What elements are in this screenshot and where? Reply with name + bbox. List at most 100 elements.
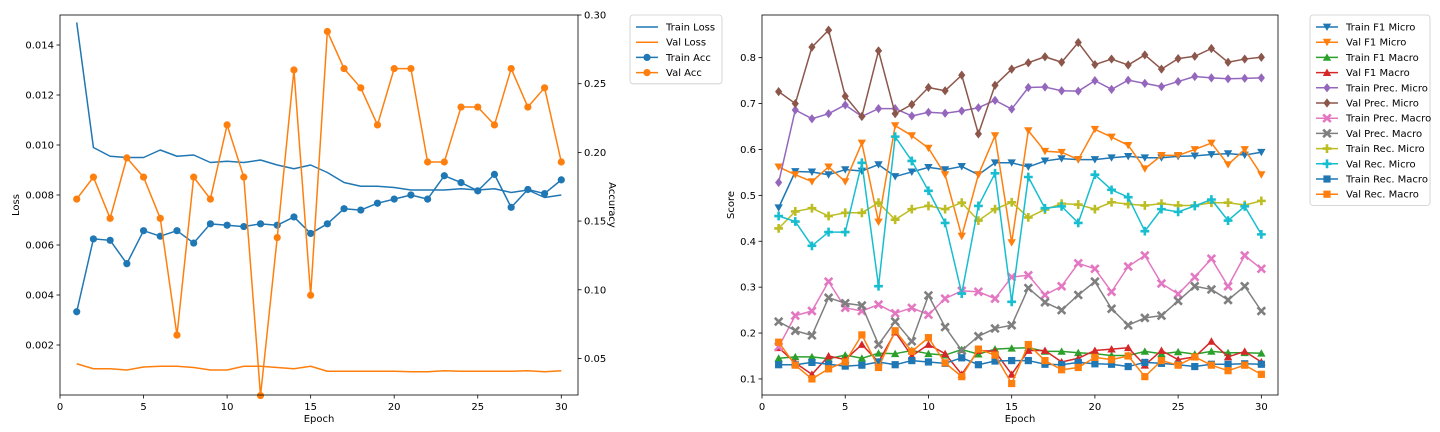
data-point-1-4-9 <box>924 107 933 117</box>
data-point-1-6-19 <box>1090 264 1100 274</box>
data-point-1-0-9 <box>924 163 933 172</box>
legend-marker-1-1 <box>1322 38 1332 47</box>
data-point-1-3-5 <box>857 340 867 348</box>
data-point-1-4-14 <box>1008 104 1016 114</box>
x-tick-label-0-0: 0 <box>57 402 63 413</box>
data-point-1-1-5 <box>857 139 867 148</box>
data-point-1-5-20 <box>1107 54 1116 64</box>
data-point-1-7-6 <box>873 339 884 350</box>
data-point-1-11-23 <box>1157 356 1166 365</box>
data-point-1-11-11 <box>958 373 966 381</box>
data-point-1-4-19 <box>1091 76 1099 86</box>
legend-label-0-2: Train Acc <box>665 53 711 64</box>
legend-marker-1-2 <box>1322 53 1332 61</box>
legend-0: Train Loss Val Loss Train Acc Val Acc <box>629 14 723 85</box>
data-point-1-11-6 <box>874 363 883 372</box>
data-point-1-1-13 <box>990 132 1000 140</box>
y-tick-label-1-2: 0.3 <box>740 283 756 294</box>
data-point-1-1-8 <box>907 132 917 140</box>
data-point-1-4-17 <box>1058 86 1066 96</box>
data-point-0-3-29 <box>557 158 565 166</box>
data-point-1-7-23 <box>1156 310 1167 321</box>
data-point-1-4-12 <box>974 103 982 113</box>
data-point-1-8-20 <box>1107 197 1116 207</box>
data-point-1-9-25 <box>1190 201 1200 211</box>
y-tick-label-1-4: 0.5 <box>740 191 756 202</box>
data-point-0-3-10 <box>240 173 248 181</box>
data-point-1-3-20 <box>1107 345 1116 353</box>
data-point-1-10-27 <box>1224 360 1232 368</box>
data-point-1-1-4 <box>841 178 850 186</box>
data-point-1-7-24 <box>1173 296 1183 306</box>
data-point-1-1-26 <box>1207 139 1216 148</box>
data-point-0-2-21 <box>424 195 432 203</box>
data-point-1-1-28 <box>1240 146 1249 154</box>
data-point-1-0-6 <box>874 161 883 169</box>
data-point-1-11-17 <box>1058 366 1066 374</box>
data-point-1-2-22 <box>1140 347 1150 355</box>
data-point-1-11-26 <box>1207 361 1216 369</box>
data-point-1-0-7 <box>890 173 900 181</box>
legend-label-1-11: Val Rec. Macro <box>1346 190 1419 201</box>
data-point-1-5-21 <box>1124 60 1132 70</box>
x-axis-label-0: Epoch <box>304 414 335 425</box>
y-tick-label-1-0: 0.1 <box>740 374 756 385</box>
data-point-0-3-4 <box>139 173 148 181</box>
data-point-1-5-25 <box>1191 51 1199 61</box>
y2-tick-label-0-4: 0.25 <box>584 79 606 90</box>
data-point-1-4-18 <box>1074 86 1082 96</box>
data-point-1-11-29 <box>1257 370 1265 378</box>
data-point-1-2-26 <box>1207 347 1216 355</box>
legend-box-0 <box>629 14 723 85</box>
x-tick-label-1-3: 15 <box>1005 402 1018 413</box>
data-point-1-5-27 <box>1224 57 1232 67</box>
x-tick-label-0-6: 30 <box>555 402 568 413</box>
data-point-1-5-7 <box>891 109 899 119</box>
data-point-1-10-20 <box>1107 360 1116 368</box>
data-point-1-1-27 <box>1223 161 1233 169</box>
data-point-1-9-7 <box>890 132 900 142</box>
data-point-1-4-2 <box>808 114 816 124</box>
data-point-1-5-5 <box>858 111 866 122</box>
legend-marker-1-4 <box>1323 83 1331 93</box>
data-point-1-11-2 <box>808 375 816 383</box>
data-point-1-6-6 <box>873 299 884 310</box>
data-point-1-9-26 <box>1207 195 1216 204</box>
data-point-1-1-23 <box>1157 152 1166 160</box>
data-point-1-11-0 <box>775 338 783 346</box>
data-point-0-3-22 <box>440 158 448 166</box>
data-point-1-3-3 <box>824 351 833 360</box>
data-point-1-8-27 <box>1223 198 1233 208</box>
data-point-1-10-8 <box>908 356 916 365</box>
data-point-1-0-26 <box>1207 151 1216 159</box>
legend-label-1-0: Train F1 Micro <box>1345 23 1415 34</box>
data-point-1-11-27 <box>1224 367 1232 375</box>
data-point-0-2-15 <box>323 220 331 228</box>
legend-marker-1-5 <box>1323 98 1331 108</box>
data-point-1-9-13 <box>990 168 1000 178</box>
data-point-1-9-10 <box>940 218 950 228</box>
x-tick-label-0-1: 5 <box>140 402 146 413</box>
data-point-1-9-29 <box>1256 229 1266 239</box>
data-point-1-2-9 <box>924 349 933 358</box>
data-point-0-2-27 <box>524 185 532 194</box>
y-tick-label-0-2: 0.006 <box>25 241 54 252</box>
data-point-0-3-26 <box>507 64 515 73</box>
data-point-1-3-10 <box>940 349 950 358</box>
data-point-1-6-22 <box>1140 250 1150 261</box>
data-point-1-1-7 <box>890 122 900 130</box>
data-point-1-7-9 <box>923 290 934 301</box>
data-point-1-5-10 <box>941 86 949 96</box>
data-point-1-4-27 <box>1224 74 1232 84</box>
data-point-1-8-3 <box>824 211 833 221</box>
data-point-0-3-16 <box>340 64 348 73</box>
data-point-1-5-15 <box>1024 58 1032 68</box>
legend-marker-1-6 <box>1322 113 1332 123</box>
legend-label-1-2: Train F1 Macro <box>1345 53 1419 64</box>
data-point-1-10-29 <box>1257 360 1265 368</box>
data-point-0-2-3 <box>123 260 131 268</box>
data-point-1-10-18 <box>1074 358 1082 367</box>
data-point-1-2-14 <box>1007 344 1016 352</box>
data-point-1-5-17 <box>1058 57 1066 67</box>
data-point-1-9-27 <box>1223 216 1233 226</box>
